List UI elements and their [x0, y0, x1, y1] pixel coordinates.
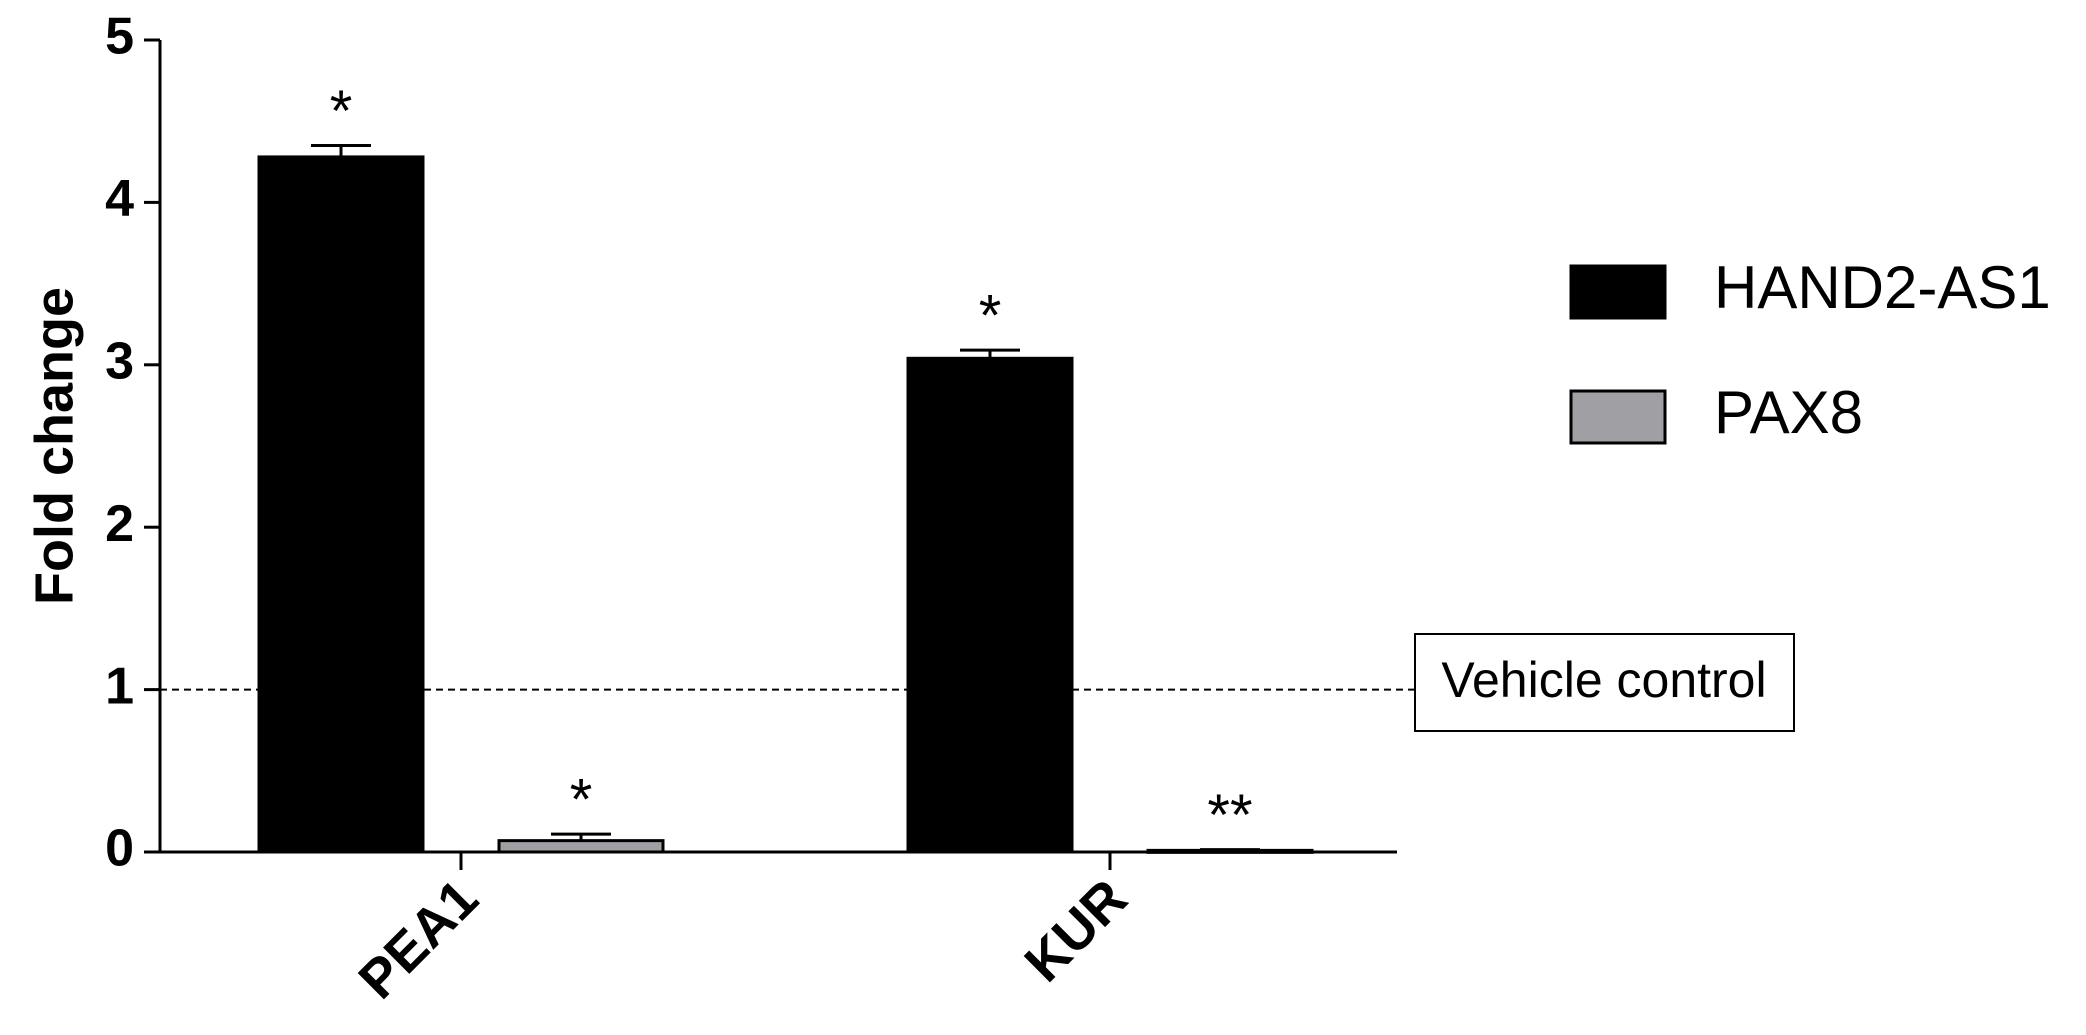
error-bar [311, 144, 371, 157]
legend-label: HAND2-AS1 [1714, 254, 2051, 321]
error-bar [551, 832, 611, 841]
y-tick-label: 5 [105, 8, 134, 66]
significance-label: * [570, 767, 593, 832]
bar [497, 839, 665, 854]
significance-label: * [330, 79, 353, 144]
reference-label-box [1414, 633, 1795, 732]
significance-label: ** [1207, 783, 1252, 848]
bar [906, 356, 1074, 854]
x-tick-label: KUR [1013, 868, 1138, 993]
legend-label: PAX8 [1714, 379, 1863, 446]
y-tick-label: 4 [105, 170, 134, 228]
y-axis-label: Fold change [24, 287, 84, 605]
error-bar [960, 348, 1020, 359]
reference-label: Vehicle control [1441, 652, 1766, 708]
legend-swatch [1569, 264, 1667, 320]
x-tick-label: PEA1 [347, 868, 489, 1010]
legend-swatch [1569, 389, 1667, 445]
significance-label: * [979, 284, 1002, 349]
y-tick-label: 0 [105, 820, 134, 878]
y-tick-label: 2 [105, 495, 134, 553]
bar [257, 155, 425, 854]
y-tick-label: 3 [105, 333, 134, 391]
y-tick-label: 1 [105, 657, 134, 715]
error-bar [1200, 848, 1260, 852]
